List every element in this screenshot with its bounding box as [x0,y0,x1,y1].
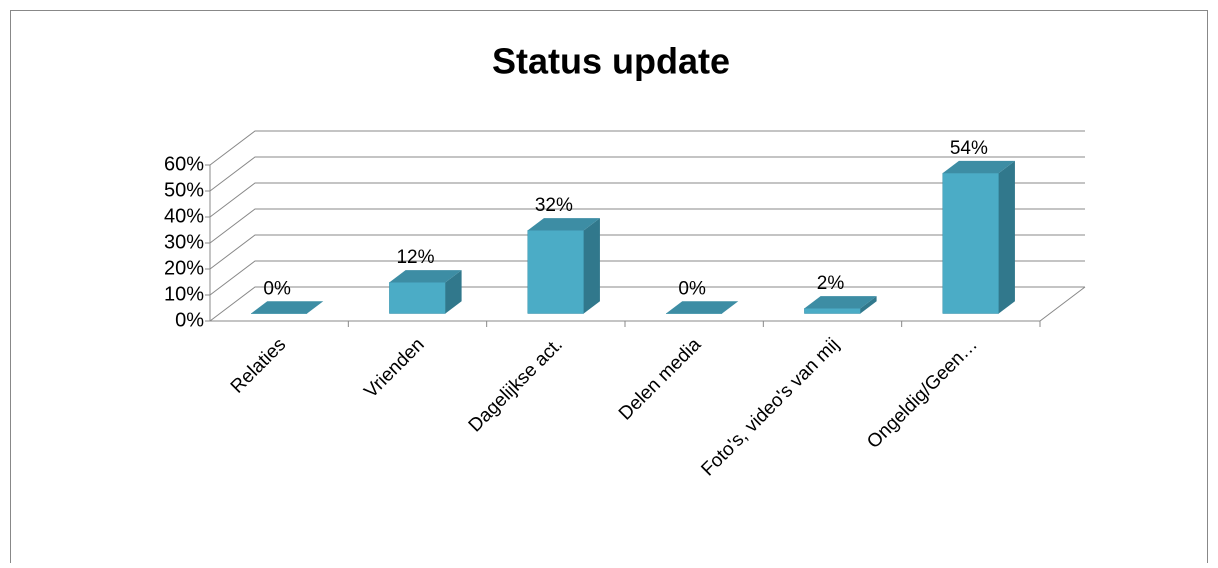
bar-top [666,301,739,314]
grid-line [209,286,1085,322]
bar-front [527,230,584,314]
bar-front [389,282,446,314]
bar-top [251,301,324,314]
y-tick-label: 30% [164,231,204,253]
bar-top [804,296,877,309]
grid-line [209,208,1085,244]
y-tick-label: 10% [164,283,204,305]
bar-front [804,308,861,314]
grid-line [209,130,1085,166]
y-tick-label: 50% [164,179,204,201]
value-label: 0% [263,278,291,299]
value-label: 54% [950,138,988,159]
bar-side [583,218,600,314]
bar-side [445,270,462,314]
grid-line [209,234,1085,270]
value-label: 0% [678,278,706,299]
y-tick-label: 20% [164,257,204,279]
bar-side [860,296,877,314]
y-tick-label: 60% [164,153,204,175]
y-tick-label: 0% [175,309,204,331]
chart-title: Status update [492,41,730,82]
bar-top [389,270,462,283]
grid-line [209,156,1085,192]
value-label: 2% [817,273,845,294]
grid-line [209,260,1085,296]
bar-side [998,160,1015,314]
bar-top [527,218,600,231]
grid-line [209,182,1085,218]
y-tick-label: 40% [164,205,204,227]
bar-top [942,160,1015,174]
bar-front [942,172,999,314]
value-label: 32% [535,195,573,216]
value-label: 12% [396,247,434,268]
